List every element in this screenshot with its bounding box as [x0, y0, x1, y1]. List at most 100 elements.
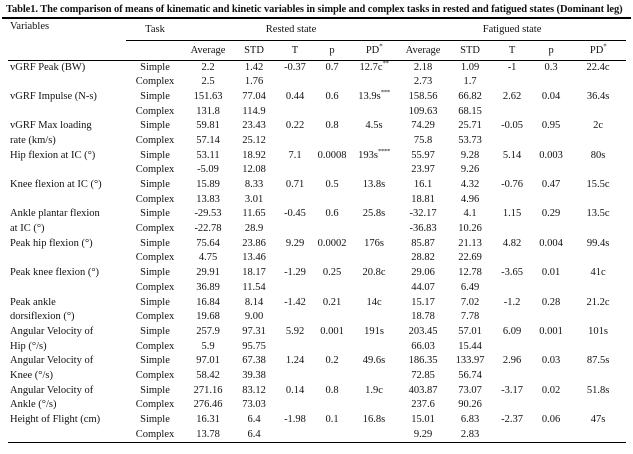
value-cell: 28.82: [411, 252, 435, 264]
task-label: Complex: [135, 428, 175, 440]
task-label: Complex: [135, 193, 175, 205]
table-row-complex: Complex 131.8 114.9 109.63 68.15: [8, 105, 626, 120]
pd-value-cell: 87.5s: [570, 354, 626, 369]
pd-value: 15.5c: [586, 179, 610, 191]
empty-cell: [570, 105, 626, 120]
value-cell: 0.21: [322, 296, 342, 308]
value-cell: 44.07: [411, 281, 435, 293]
value-cell: 5.92: [285, 325, 305, 337]
value-cell: 21.13: [458, 237, 482, 249]
pd-value-cell: 14c: [350, 296, 398, 311]
empty-cell: [314, 428, 350, 443]
value-cell: 0.01: [541, 267, 561, 279]
value-cell: 276.46: [193, 399, 223, 411]
task-label: Simple: [140, 61, 170, 73]
empty-cell: [276, 222, 314, 237]
value-cell: 3.01: [244, 193, 264, 205]
empty-cell: [492, 75, 532, 90]
column-header-fatigued-average: Average: [398, 40, 449, 61]
value-cell: 53.11: [196, 149, 220, 161]
value-cell: 6.09: [502, 325, 522, 337]
value-cell: 0.06: [541, 414, 561, 426]
variable-name-line2: [8, 428, 126, 443]
pd-value: 20.8c: [362, 267, 386, 279]
task-label: Complex: [135, 223, 175, 235]
pd-value: 49.6s: [362, 355, 386, 367]
table-row-complex: Complex 36.89 11.54 44.07 6.49: [8, 281, 626, 296]
value-cell: 15.01: [411, 414, 435, 426]
empty-cell: [492, 193, 532, 208]
pd-value-cell: 2c: [570, 119, 626, 134]
empty-cell: [492, 105, 532, 120]
pd-value: 13.8s: [362, 179, 386, 191]
variable-name-line2: [8, 281, 126, 296]
task-label: Simple: [140, 179, 170, 191]
empty-cell: [276, 340, 314, 355]
value-cell: 28.9: [244, 223, 264, 235]
value-cell: 4.75: [198, 252, 218, 264]
task-label: Complex: [135, 340, 175, 352]
value-cell: 16.1: [413, 179, 433, 191]
pd-value-cell: 25.8s: [350, 207, 398, 222]
variable-name: Height of Flight (cm): [10, 414, 101, 426]
table-row-complex: Complex 4.75 13.46 28.82 22.69: [8, 251, 626, 266]
value-cell: -3.17: [501, 384, 523, 396]
value-cell: 0.7: [325, 61, 339, 73]
value-cell: 8.14: [244, 296, 264, 308]
value-cell: 9.28: [460, 149, 480, 161]
table-row-simple: Ankle plantar flexion Simple -29.53 11.65 -0…: [8, 207, 626, 222]
empty-cell: [570, 340, 626, 355]
pd-value: 51.8s: [586, 384, 610, 396]
value-cell: 11.65: [242, 208, 266, 220]
value-cell: 4.32: [460, 179, 480, 191]
empty-cell: [532, 75, 570, 90]
header-row-groups: Variables Task Rested state Fatigued sta…: [8, 19, 627, 41]
value-cell: -5.09: [197, 164, 219, 176]
value-cell: 0.8: [325, 120, 339, 132]
empty-cell: [276, 75, 314, 90]
variable-name: vGRF Max loading: [10, 120, 92, 132]
value-cell: 5.14: [502, 149, 522, 161]
value-cell: 0.0002: [317, 237, 347, 249]
value-cell: 15.44: [458, 340, 482, 352]
value-cell: -0.76: [501, 179, 523, 191]
table-row-complex: Complex -5.09 12.08 23.97 9.26: [8, 163, 626, 178]
value-cell: -1.2: [503, 296, 521, 308]
pd-label: PD: [365, 44, 380, 56]
variable-name: Angular Velocity of: [10, 384, 94, 396]
empty-cell: [350, 222, 398, 237]
value-cell: 0.3: [544, 61, 558, 73]
value-cell: 73.03: [242, 399, 266, 411]
significance-stars: ****: [377, 148, 391, 156]
value-cell: 1.24: [285, 355, 305, 367]
variable-name: Angular Velocity of: [10, 355, 94, 367]
empty-cell: [492, 398, 532, 413]
empty-cell: [276, 369, 314, 384]
empty-cell: [350, 193, 398, 208]
column-header-fatigued-std: STD: [448, 40, 493, 61]
variable-name: Hip flexion at IC (°): [10, 149, 96, 161]
variable-name: Peak hip flexion (°): [10, 237, 93, 249]
pd-value-cell: 4.5s: [350, 119, 398, 134]
variable-name-line2: [8, 75, 126, 90]
task-label: Simple: [140, 355, 170, 367]
column-header-task: Task: [126, 19, 184, 41]
table-row-simple: Peak ankle Simple 16.84 8.14 -1.42 0.21 14c 15.…: [8, 296, 626, 311]
value-cell: 1.7: [463, 76, 477, 88]
pd-value: 176s: [364, 237, 384, 249]
empty-cell: [276, 105, 314, 120]
value-cell: 2.5: [201, 76, 215, 88]
variable-name-line2: Ankle (°/s): [10, 399, 57, 411]
empty-cell: [492, 369, 532, 384]
value-cell: 0.8: [325, 384, 339, 396]
value-cell: 22.69: [458, 252, 482, 264]
empty-cell: [314, 75, 350, 90]
value-cell: 12.08: [242, 164, 266, 176]
empty-cell: [532, 105, 570, 120]
empty-cell: [492, 163, 532, 178]
task-label: Complex: [135, 252, 175, 264]
table-row-complex: Ankle (°/s) Complex 276.46 73.03 237.6 90.26: [8, 398, 626, 413]
value-cell: 7.02: [460, 296, 480, 308]
pd-value-cell: 20.8c: [350, 266, 398, 281]
value-cell: 25.71: [458, 120, 482, 132]
